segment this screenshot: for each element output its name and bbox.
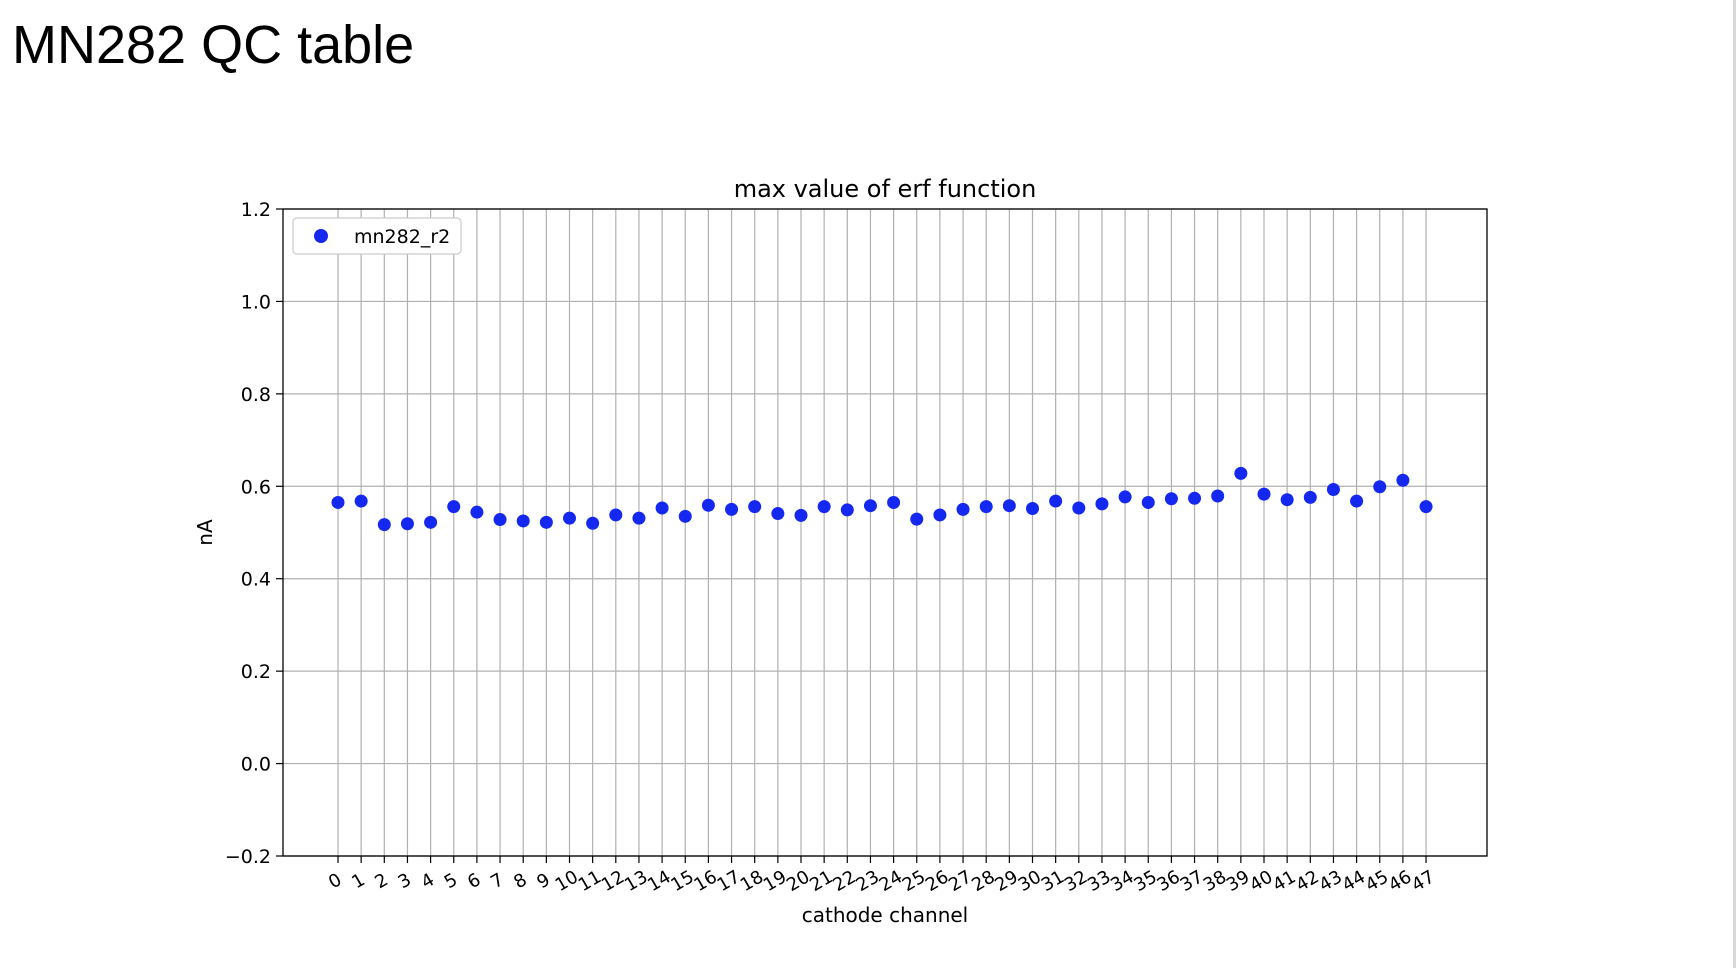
y-axis-ticks: −0.2 0.0 0.2 0.4 0.6 0.8 1.0 1.2 bbox=[225, 199, 283, 868]
data-point bbox=[725, 502, 739, 516]
x-tick-label: 3 bbox=[394, 869, 414, 893]
y-tick-label: 0.0 bbox=[241, 754, 271, 776]
data-point bbox=[910, 512, 924, 526]
data-point bbox=[701, 498, 715, 512]
y-tick-label: −0.2 bbox=[225, 846, 271, 868]
x-tick-label: 5 bbox=[441, 869, 461, 893]
slide-title: MN282 QC table bbox=[12, 15, 415, 75]
data-point bbox=[956, 502, 970, 516]
data-point bbox=[586, 516, 600, 530]
data-point bbox=[771, 507, 785, 521]
y-tick-label: 0.4 bbox=[241, 569, 271, 591]
x-tick-label: 6 bbox=[464, 869, 484, 893]
data-point bbox=[470, 505, 484, 519]
data-point bbox=[1118, 490, 1132, 504]
data-point bbox=[354, 494, 368, 508]
grid-lines bbox=[283, 208, 1487, 857]
data-point bbox=[1303, 490, 1317, 504]
x-tick-label: 9 bbox=[533, 869, 553, 893]
data-point bbox=[493, 513, 507, 527]
x-axis-ticks: 0 1 2 3 4 5 6 7 8 9101112131415161718192021222324… bbox=[325, 856, 1438, 896]
data-point bbox=[794, 508, 808, 522]
data-point bbox=[748, 500, 762, 514]
chart-title: max value of erf function bbox=[734, 175, 1037, 203]
x-tick-label: 2 bbox=[371, 869, 391, 893]
data-point bbox=[424, 515, 438, 529]
data-point bbox=[1072, 501, 1086, 515]
data-point bbox=[563, 511, 576, 525]
data-point bbox=[933, 508, 947, 522]
data-point bbox=[609, 508, 623, 522]
data-point bbox=[1234, 466, 1248, 480]
data-point bbox=[1164, 492, 1178, 506]
y-tick-label: 0.8 bbox=[241, 384, 271, 406]
data-point bbox=[1188, 491, 1202, 505]
plot-frame bbox=[282, 208, 1488, 857]
data-point bbox=[1373, 480, 1387, 494]
legend-label: mn282_r2 bbox=[354, 226, 450, 248]
y-tick-label: 0.2 bbox=[241, 661, 271, 683]
data-point bbox=[1396, 473, 1410, 487]
data-point bbox=[1350, 494, 1364, 508]
y-axis-label: nA bbox=[193, 519, 217, 546]
data-point bbox=[655, 501, 669, 515]
data-point bbox=[400, 517, 414, 531]
legend-box bbox=[292, 217, 462, 255]
data-point bbox=[1211, 489, 1225, 503]
data-point bbox=[840, 503, 854, 517]
x-tick-label: 47 bbox=[1408, 866, 1438, 896]
data-point bbox=[887, 495, 901, 509]
data-point bbox=[1326, 483, 1340, 497]
data-point bbox=[1049, 494, 1063, 508]
data-point bbox=[1419, 500, 1433, 514]
data-point bbox=[1280, 493, 1294, 507]
data-point bbox=[863, 499, 877, 513]
data-point bbox=[331, 495, 345, 509]
y-tick-label: 0.6 bbox=[241, 476, 271, 498]
x-tick-label: 8 bbox=[510, 869, 530, 893]
data-point bbox=[1257, 487, 1271, 501]
data-point bbox=[632, 511, 646, 525]
data-point bbox=[979, 500, 993, 514]
data-point bbox=[1141, 495, 1155, 509]
data-point bbox=[1095, 497, 1109, 511]
slide-right-border bbox=[1733, 0, 1736, 968]
x-tick-label: 4 bbox=[418, 869, 438, 893]
data-point bbox=[447, 500, 461, 514]
data-point bbox=[516, 514, 530, 528]
data-point bbox=[377, 518, 391, 532]
y-tick-label: 1.0 bbox=[241, 291, 271, 313]
x-axis-label: cathode channel bbox=[802, 903, 969, 927]
legend-marker bbox=[314, 229, 328, 243]
data-point bbox=[817, 500, 831, 514]
data-point bbox=[678, 509, 692, 523]
data-points bbox=[331, 466, 1433, 532]
data-point bbox=[1002, 499, 1016, 513]
x-tick-label: 1 bbox=[348, 869, 368, 893]
legend: mn282_r2 bbox=[292, 217, 462, 255]
data-point bbox=[539, 515, 553, 529]
y-tick-label: 1.2 bbox=[241, 199, 271, 221]
data-point bbox=[1026, 501, 1039, 515]
x-tick-label: 0 bbox=[325, 869, 345, 893]
x-tick-label: 7 bbox=[487, 869, 507, 893]
